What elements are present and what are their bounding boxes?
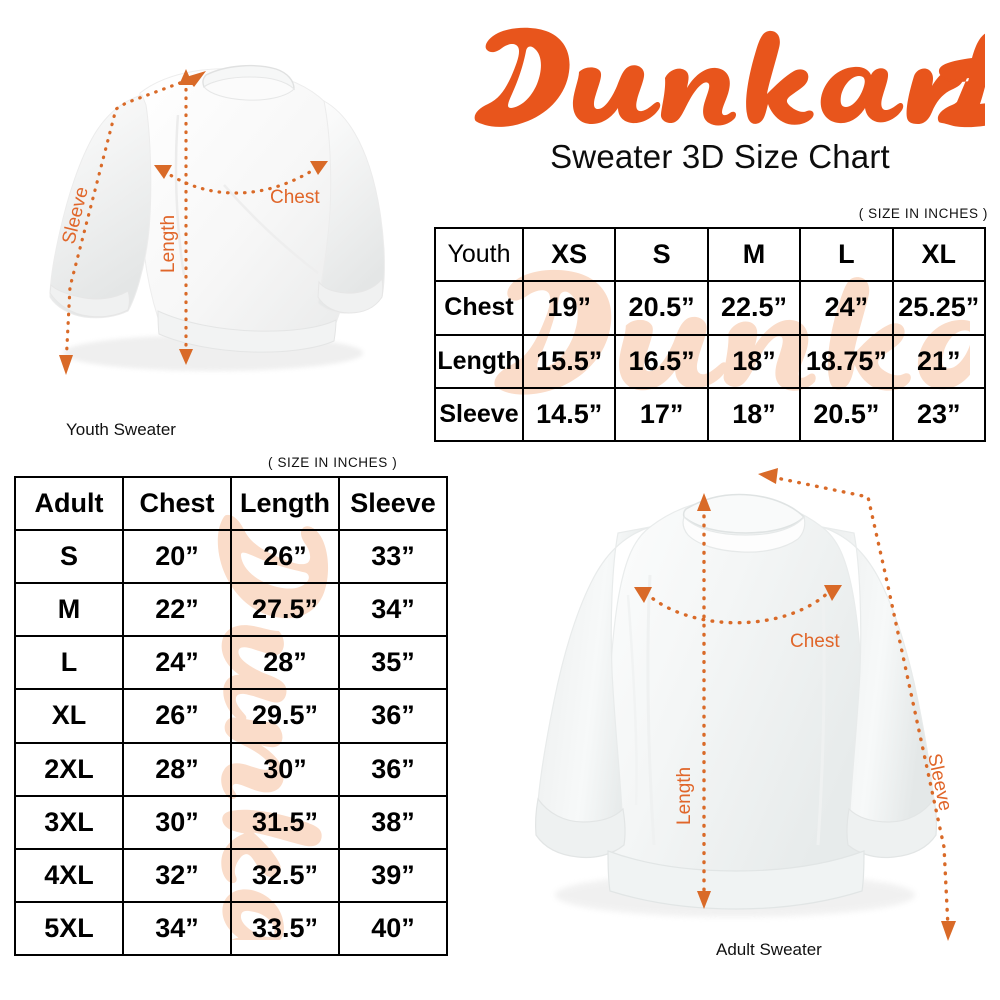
adult-length-label: Length [674,767,695,825]
table-row: Adult Chest Length Sleeve [14,475,448,532]
table-row: M 22” 27.5” 34” [14,582,448,638]
youth-size-m: M [706,226,802,283]
adult-length-3xl: 31.5” [230,794,340,850]
table-row: Chest 19” 20.5” 22.5” 24” 25.25” [434,280,987,336]
adult-sweater-caption: Adult Sweater [716,940,822,959]
adult-length-l: 28” [230,635,340,691]
adult-units-note: ( SIZE IN INCHES ) [268,455,398,470]
youth-sleeve-xs: 14.5” [521,386,617,443]
youth-length-measure-arrow [179,69,193,365]
youth-chest-measure-arrow [154,161,328,195]
youth-length-xl: 21” [891,333,987,389]
youth-sleeve-xl: 23” [891,386,987,443]
youth-row-label-length: Length [434,333,524,389]
page-title: Sweater 3D Size Chart [550,138,890,175]
youth-chest-m: 22.5” [706,280,802,336]
table-row: S 20” 26” 33” [14,529,448,585]
dunkare-logo [474,27,985,128]
youth-sleeve-m: 18” [706,386,802,443]
adult-chest-m: 22” [122,582,232,638]
adult-length-4xl: 32.5” [230,847,340,903]
youth-length-label: Length [158,215,179,273]
brand-block: Sweater 3D Size Chart [455,22,985,176]
adult-length-5xl: 33.5” [230,900,340,957]
youth-size-table: Youth XS S M L XL Chest 19” 20.5” 22.5” … [434,226,987,443]
adult-length-measure-arrow [697,493,711,909]
adult-chest-4xl: 32” [122,847,232,903]
adult-size-xl: XL [14,688,124,744]
youth-sweater-caption: Youth Sweater [66,420,176,439]
adult-sweater-figure: Sleeve Chest Length [500,455,970,955]
adult-length-xl: 29.5” [230,688,340,744]
adult-size-m: M [14,582,124,638]
adult-col-length: Length [230,475,340,532]
adult-size-3xl: 3XL [14,794,124,850]
table-row: Length 15.5” 16.5” 18” 18.75” 21” [434,333,987,389]
adult-sleeve-xl: 36” [338,688,448,744]
adult-sleeve-l: 35” [338,635,448,691]
youth-sweater-illustration: Sleeve Chest Length [49,64,385,375]
adult-size-5xl: 5XL [14,900,124,957]
adult-chest-l: 24” [122,635,232,691]
adult-table-corner-label: Adult [14,475,124,532]
youth-size-s: S [614,226,709,283]
youth-chest-label: Chest [270,187,320,208]
adult-length-2xl: 30” [230,741,340,797]
youth-chest-xs: 19” [521,280,617,336]
youth-row-label-chest: Chest [434,280,524,336]
youth-chest-s: 20.5” [614,280,709,336]
adult-col-sleeve: Sleeve [338,475,448,532]
table-row: L 24” 28” 35” [14,635,448,691]
table-row: XL 26” 29.5” 36” [14,688,448,744]
adult-sleeve-m: 34” [338,582,448,638]
adult-sleeve-5xl: 40” [338,900,448,957]
youth-size-xl: XL [891,226,987,283]
adult-sleeve-2xl: 36” [338,741,448,797]
adult-sweater-illustration: Sleeve Chest Length [535,468,956,941]
youth-units-note: ( SIZE IN INCHES ) [858,206,988,221]
youth-row-label-sleeve: Sleeve [434,386,524,443]
youth-length-m: 18” [706,333,802,389]
adult-size-s: S [14,529,124,585]
adult-sleeve-measure-arrow [758,468,956,941]
adult-chest-3xl: 30” [122,794,232,850]
youth-sweater-figure: Sleeve Chest Length [18,35,418,410]
adult-length-s: 26” [230,529,340,585]
adult-chest-s: 20” [122,529,232,585]
table-row: Youth XS S M L XL [434,226,987,283]
adult-length-m: 27.5” [230,582,340,638]
adult-chest-5xl: 34” [122,900,232,957]
adult-chest-measure-arrow [634,585,842,625]
youth-length-s: 16.5” [614,333,709,389]
adult-col-chest: Chest [122,475,232,532]
youth-sleeve-l: 20.5” [799,386,894,443]
table-row: 2XL 28” 30” 36” [14,741,448,797]
adult-chest-label: Chest [790,631,840,652]
table-row: 3XL 30” 31.5” 38” [14,794,448,850]
table-row: 5XL 34” 33.5” 40” [14,900,448,957]
youth-size-xs: XS [521,226,617,283]
adult-chest-2xl: 28” [122,741,232,797]
adult-size-4xl: 4XL [14,847,124,903]
youth-table-corner-label: Youth [434,226,524,283]
youth-length-l: 18.75” [799,333,894,389]
adult-size-l: L [14,635,124,691]
adult-chest-xl: 26” [122,688,232,744]
table-row: Sleeve 14.5” 17” 18” 20.5” 23” [434,386,987,443]
youth-chest-l: 24” [799,280,894,336]
table-row: 4XL 32” 32.5” 39” [14,847,448,903]
youth-length-xs: 15.5” [521,333,617,389]
adult-size-2xl: 2XL [14,741,124,797]
youth-chest-xl: 25.25” [891,280,987,336]
adult-sleeve-4xl: 39” [338,847,448,903]
youth-sleeve-s: 17” [614,386,709,443]
adult-size-table: Adult Chest Length Sleeve S 20” 26” 33” … [14,475,448,957]
adult-sleeve-s: 33” [338,529,448,585]
youth-size-l: L [799,226,894,283]
adult-sleeve-3xl: 38” [338,794,448,850]
